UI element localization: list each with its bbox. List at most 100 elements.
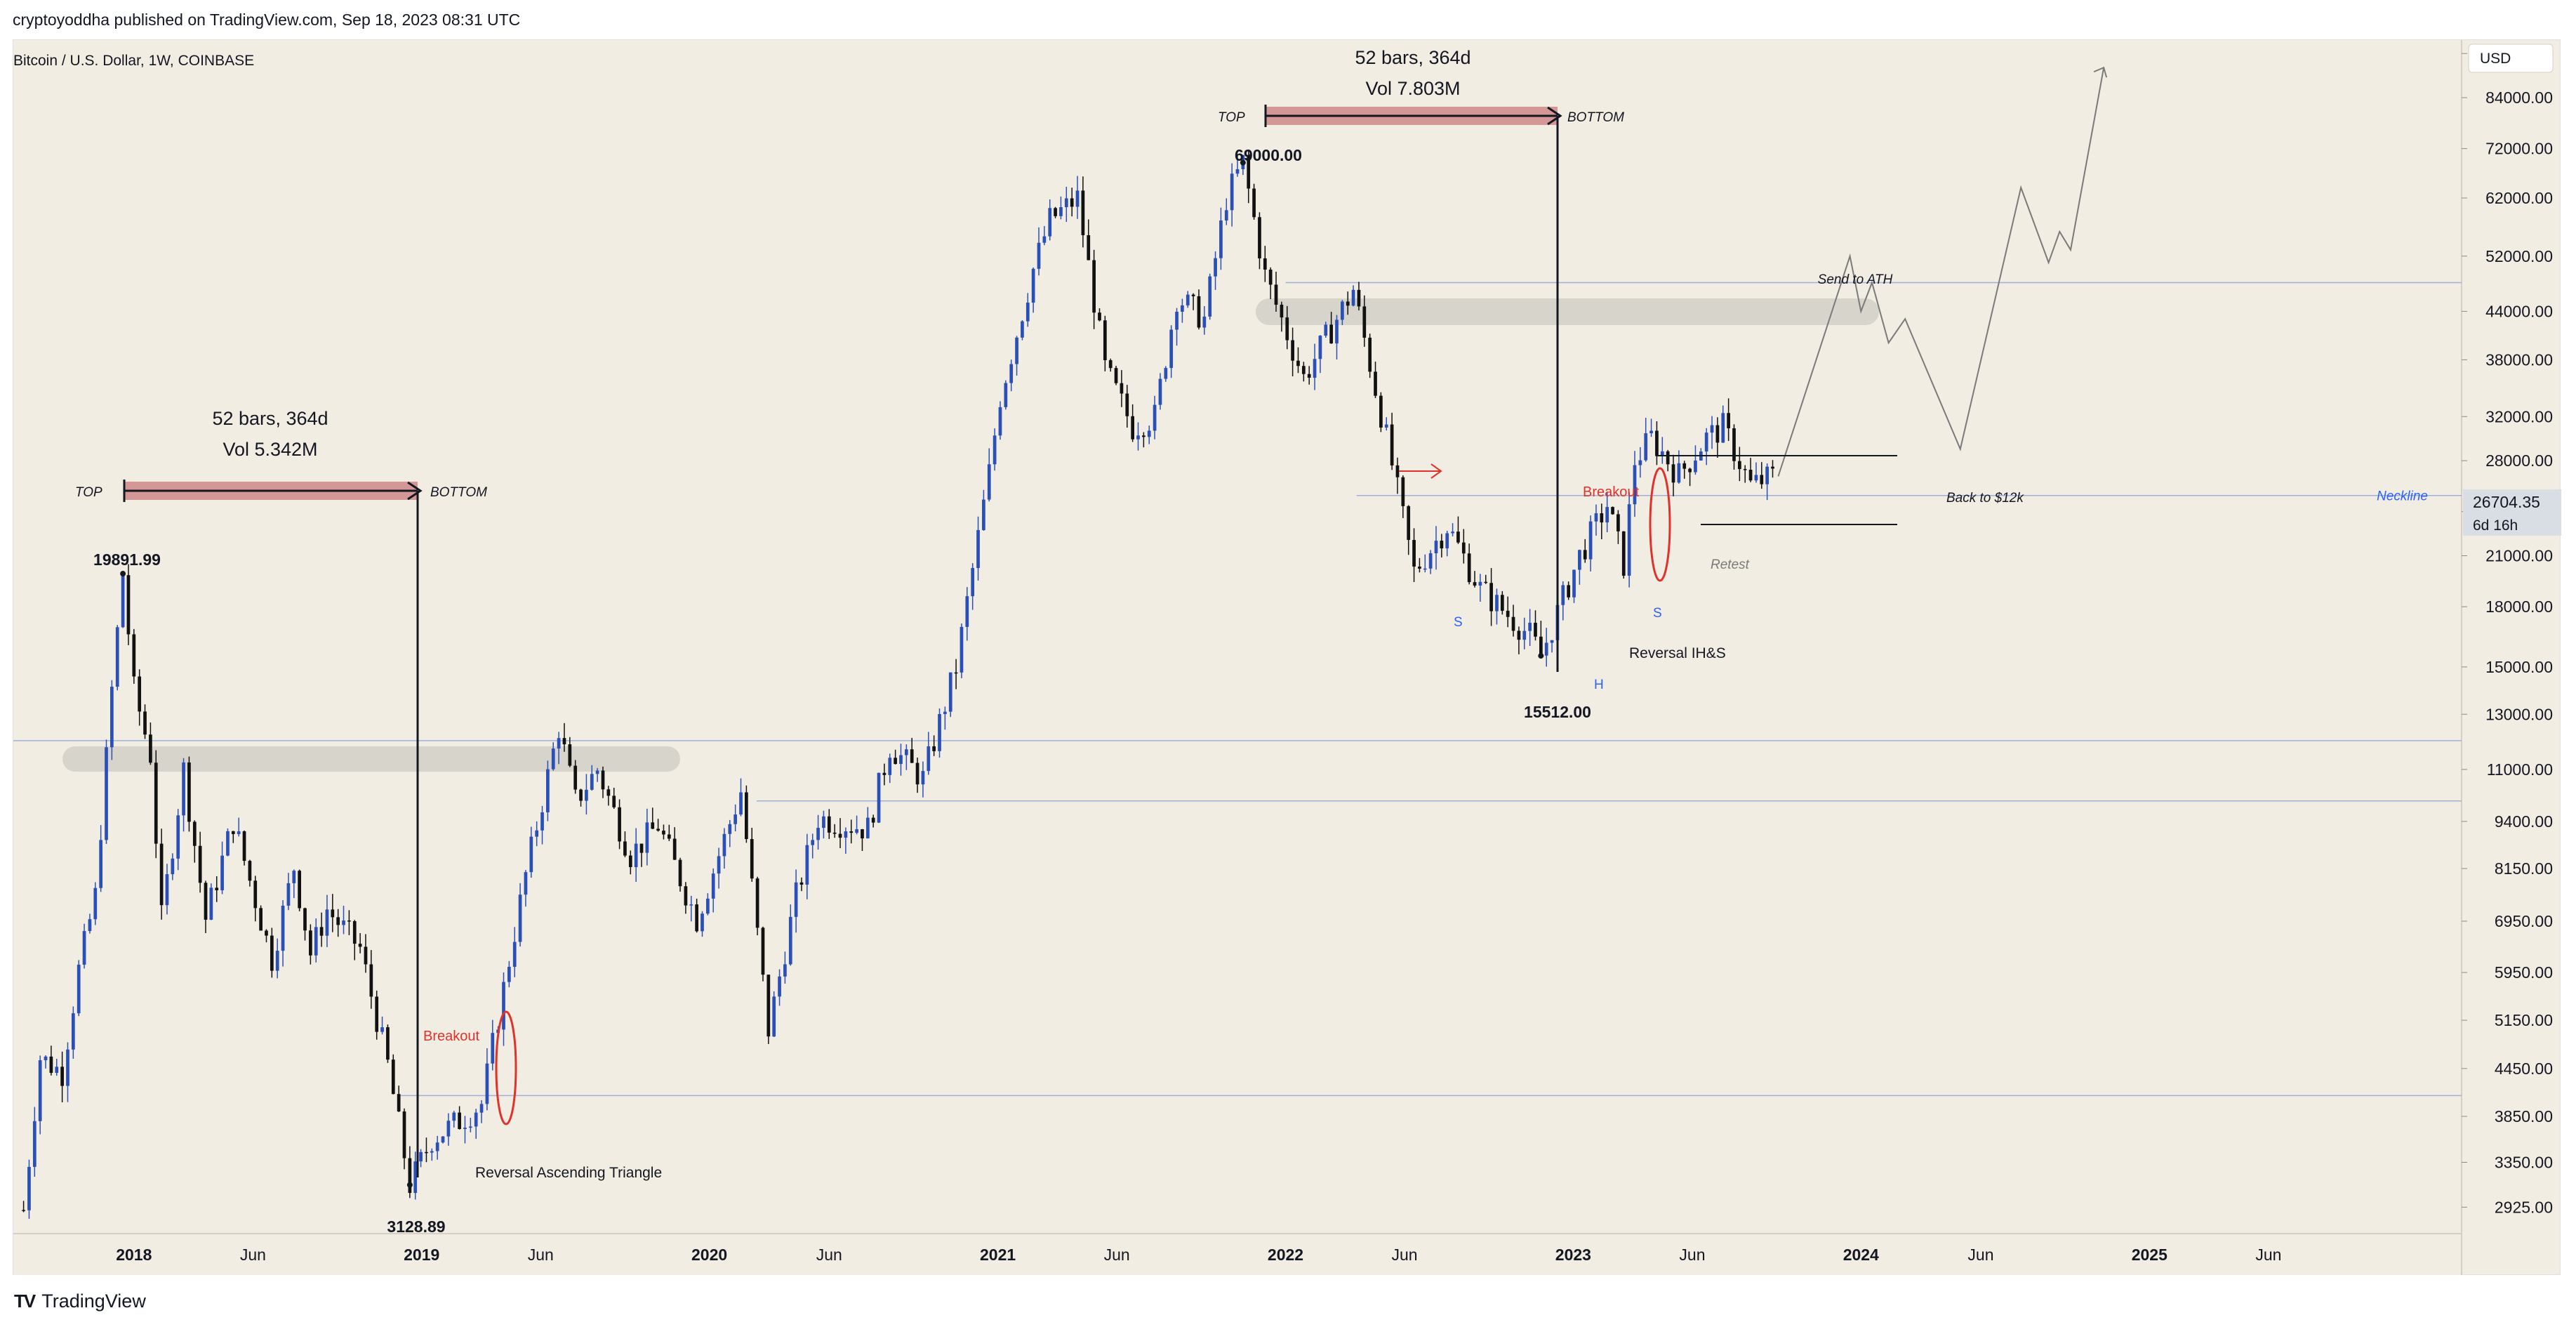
candle-body [314,927,318,956]
candle-body [1021,321,1024,338]
candle-body [27,1166,31,1210]
candle-body [1181,305,1184,312]
footer: TV TradingView [0,1275,2576,1327]
y-tick-label: 38000.00 [2485,350,2553,369]
candle-body [474,1112,478,1127]
candle-body [954,672,958,674]
candle-body [507,967,511,982]
candle-body [1688,468,1692,473]
candle-body [932,746,936,751]
candle-body [1771,466,1774,469]
projection-path [1777,67,2105,477]
x-tick-label: Jun [2255,1246,2281,1264]
publisher-header: cryptoyoddha published on TradingView.co… [0,0,2576,39]
candle-body [733,814,738,824]
candle-body [1098,312,1101,321]
candle-body [1070,198,1074,207]
plot-area[interactable] [13,40,2462,1276]
measure-bars-label-2: 52 bars, 364d [1355,47,1470,68]
candle-body [788,916,792,965]
candle-body [943,711,947,714]
candle-body [865,817,870,839]
candle-body [1247,154,1251,189]
candle-body [1280,304,1284,318]
candle-body [938,713,941,751]
candle-body [347,920,351,922]
y-tick-label: 8150.00 [2495,859,2553,878]
candle-body [651,822,655,829]
y-tick-label: 62000.00 [2485,189,2553,207]
tradingview-logo[interactable]: TV TradingView [14,1290,146,1312]
candle-body [1346,301,1350,306]
candle-body [535,830,539,837]
candle-body [1677,463,1681,483]
price-chart[interactable]: Neckline TOP BOTTOM 52 bars, 364d Vol 5.… [13,40,2561,1276]
candle-body [1489,583,1493,612]
candle-body [66,1049,69,1086]
candle-body [755,878,759,928]
candle-body [590,774,594,790]
candle-body [171,858,175,875]
currency-button[interactable] [2468,44,2554,73]
left-shoulder-label: S [1454,615,1463,630]
candle-body [871,817,875,823]
candle-body [1594,513,1598,522]
candle-body [149,734,152,763]
y-tick-label: 9400.00 [2495,812,2553,831]
candle-body [1235,169,1240,174]
candle-body [430,1151,434,1153]
candle-body [1666,451,1670,465]
countdown-label: 6d 16h [2473,517,2518,534]
candle-body [639,843,644,853]
candle-body [1009,364,1014,383]
candle-body [1561,585,1565,605]
candle-body [1633,465,1637,505]
candle-body [546,769,550,812]
candle-body [1230,173,1234,211]
candle-body [855,829,858,833]
x-tick-label: Jun [528,1246,554,1264]
candle-body [717,856,721,874]
candle-body [1054,208,1057,216]
candle-body [1473,582,1477,586]
candle-body [927,746,931,772]
candle-body [253,880,258,909]
candle-body [1649,430,1653,434]
candle-body [1340,301,1344,320]
candle-body [518,894,522,942]
candle-body [192,821,197,846]
candle-body [645,822,649,853]
candle-body [1765,466,1770,484]
candle-body [662,831,665,835]
x-tick-label: 2020 [691,1246,727,1264]
x-tick-label: 2024 [1843,1246,1879,1264]
candle-body [220,855,224,890]
candle-body [667,834,671,839]
candle-body [849,831,854,833]
candle-body [485,1063,489,1104]
breakout-ellipse-1 [495,1010,517,1125]
tradingview-logo-icon: TV [14,1290,36,1312]
candle-body [1186,294,1190,305]
chart-panel[interactable]: Neckline TOP BOTTOM 52 bars, 364d Vol 5.… [13,39,2561,1276]
send-ath-label: Send to ATH [1818,272,1893,287]
candle-body [1567,585,1571,598]
x-tick-label: Jun [1104,1246,1130,1264]
candle-body [1351,289,1355,306]
candle-body [1318,336,1322,359]
neckline-label: Neckline [2377,489,2428,504]
candle-body [1605,507,1609,523]
candle-body [1081,190,1085,235]
candle-body [1131,416,1135,440]
candle-body [1445,533,1449,549]
resistance-zone-2022 [1256,298,1879,325]
candle-body [634,843,638,868]
measure-arrow-1 [407,481,423,501]
candle-body [1671,464,1675,483]
candle-body [1087,235,1091,260]
candle-body [971,567,975,597]
candle-body [877,772,881,823]
candle-body [1379,395,1383,428]
candle-body [1015,337,1018,364]
candle-body [1335,319,1339,344]
